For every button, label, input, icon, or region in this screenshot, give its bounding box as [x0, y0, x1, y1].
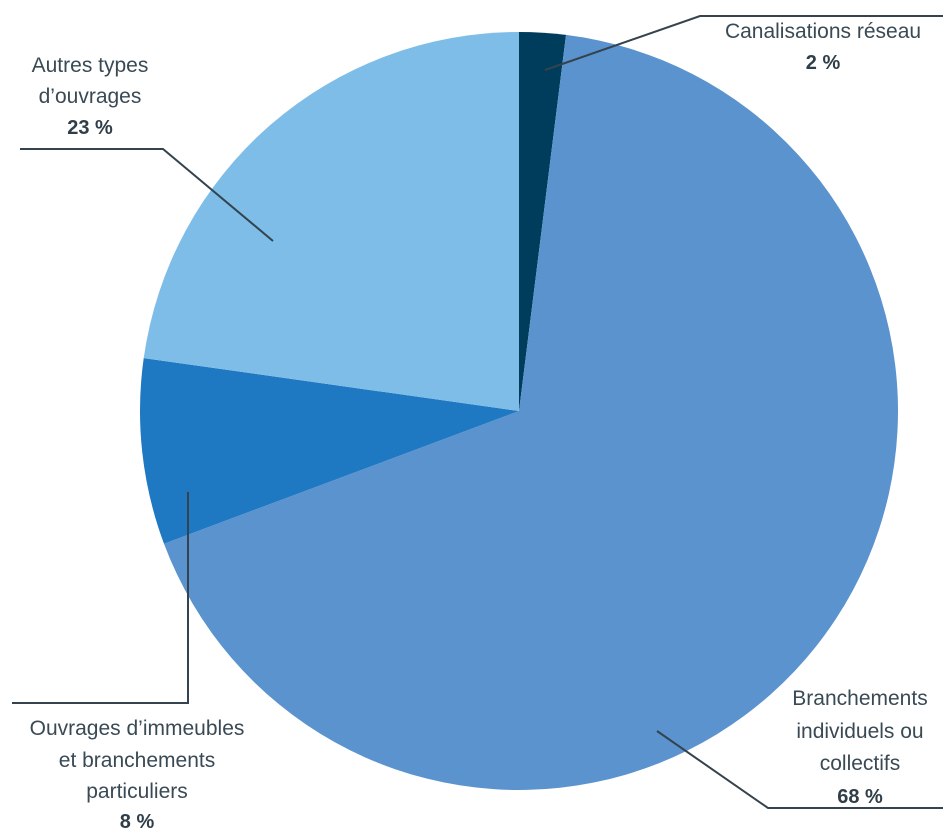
label-branchements-line-3: collectifs: [820, 752, 901, 775]
value-label-autres: 23 %: [67, 117, 113, 139]
pie-slices: [140, 32, 898, 791]
label-canalisations: Canalisations réseau 2 %: [725, 20, 921, 74]
label-ouvrages-immeubles: Ouvrages d’immeubles et branchements par…: [30, 717, 245, 833]
label-branchements-line-2: individuels ou: [796, 720, 923, 743]
label-autres-line-2: d’ouvrages: [39, 85, 142, 108]
pie-slice-autres: [143, 32, 519, 411]
label-ouvrages-line-2: et branchements: [59, 749, 215, 772]
leader-line-ouvrages-immeubles: [12, 492, 189, 704]
value-label-ouvrages-immeubles: 8 %: [120, 811, 155, 833]
pie-slice-canalisations: [519, 32, 567, 411]
label-autres-line-1: Autres types: [32, 54, 149, 77]
label-autres: Autres types d’ouvrages 23 %: [32, 54, 149, 139]
label-branchements-line-1: Branchements: [792, 687, 927, 710]
leader-lines: [12, 15, 943, 809]
label-branchements: Branchements individuels ou collectifs 6…: [792, 687, 927, 808]
label-ouvrages-line-3: particuliers: [86, 780, 188, 803]
label-canalisations-line-1: Canalisations réseau: [725, 20, 921, 43]
value-label-canalisations: 2 %: [806, 52, 841, 74]
leader-line-autres: [20, 148, 274, 242]
pie-slice-ouvrages-immeubles: [140, 358, 519, 544]
leader-line-branchements: [656, 730, 943, 809]
label-ouvrages-line-1: Ouvrages d’immeubles: [30, 717, 245, 740]
pie-slice-branchements: [163, 34, 898, 791]
leader-line-canalisations: [544, 15, 943, 71]
value-label-branchements: 68 %: [837, 786, 883, 808]
